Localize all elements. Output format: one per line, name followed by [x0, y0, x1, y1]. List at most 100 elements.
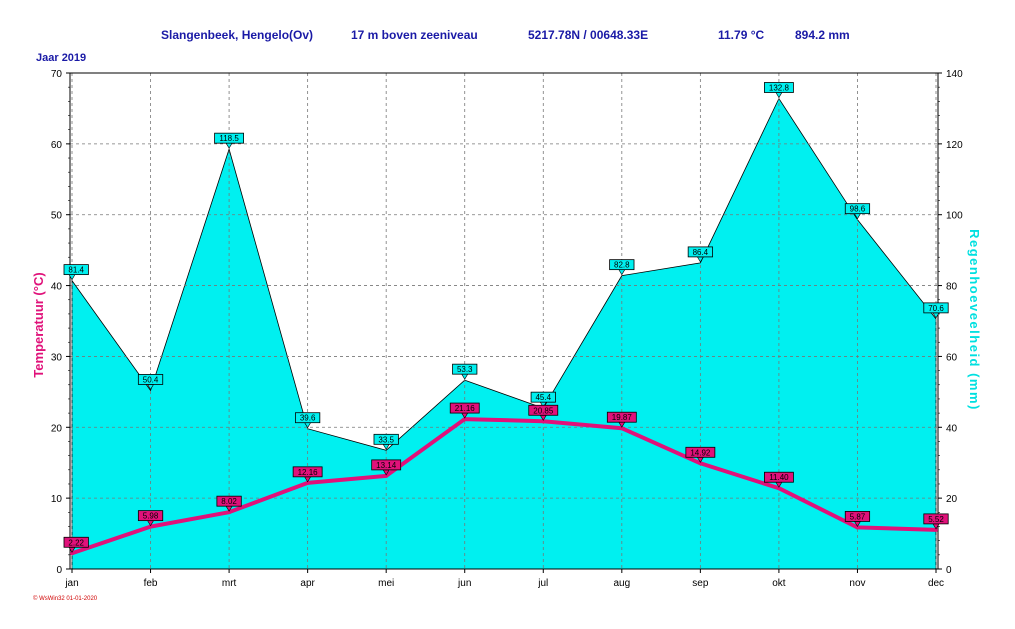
rainfall-value-label-text: 86.4 [693, 248, 709, 257]
temperature-value-label-box [685, 446, 716, 458]
temperature-value-label-text: 8.02 [221, 497, 237, 506]
footer-credit: © WsWin32 01-01-2020 [33, 596, 98, 602]
rainfall-value-label-box [530, 391, 556, 403]
y-axis-right-label: Regenhoeveelheid (mm) [967, 229, 982, 411]
temperature-value-label-box [216, 495, 242, 507]
average-temperature: 11.79 °C [718, 28, 765, 42]
y-tick-label-right: 60 [946, 352, 958, 363]
rainfall-value-label: 53.3 [452, 363, 478, 380]
y-tick-label-left: 50 [51, 211, 63, 222]
y-tick-label-left: 10 [51, 494, 63, 505]
temperature-value-label-box [137, 510, 164, 522]
rainfall-value-label-box [63, 264, 89, 276]
rainfall-value-label: 50.4 [137, 374, 164, 391]
x-tick-label: sep [692, 578, 709, 589]
rainfall-value-label-text: 98.6 [850, 205, 866, 214]
y-tick-label-right: 20 [946, 494, 958, 505]
x-tick-label: mrt [222, 578, 237, 589]
x-tick-label: jan [64, 578, 78, 589]
y-tick-label-left: 30 [51, 352, 63, 363]
rainfall-value-label-pointer [225, 142, 233, 149]
temperature-point [541, 419, 546, 424]
x-tick-label: mei [378, 578, 394, 589]
rainfall-value-label-text: 45.4 [535, 393, 551, 402]
chart-header: Slangenbeek, Hengelo(Ov) 17 m boven zeen… [0, 28, 1015, 44]
temperature-value-label-text: 5.98 [143, 512, 159, 521]
rainfall-value-label-text: 50.4 [143, 375, 159, 384]
temperature-value-label: 14.92 [685, 446, 716, 463]
temperature-value-label-box [764, 471, 794, 483]
rainfall-value-label: 86.4 [687, 246, 713, 263]
x-tick-label: aug [613, 578, 630, 589]
temperature-point [619, 426, 624, 431]
temperature-value-label: 5.98 [137, 510, 164, 527]
temperature-point [70, 551, 74, 556]
rainfall-value-label-pointer [775, 92, 783, 99]
rainfall-value-label-text: 118.5 [219, 134, 239, 143]
temperature-value-label: 11.40 [764, 471, 794, 488]
y-axis-left-label: Temperatuur (°C) [31, 272, 46, 377]
temperature-point [227, 510, 232, 515]
temperature-point [148, 524, 153, 529]
temperature-value-label-text: 19.87 [612, 413, 633, 422]
rainfall-value-label-box [137, 374, 164, 385]
rainfall-value-label-box [295, 412, 321, 424]
temperature-value-label-box [844, 511, 871, 522]
temperature-value-label-text: 5.87 [850, 512, 866, 521]
temperature-point [305, 480, 310, 485]
temperature-value-label-box [923, 513, 949, 525]
rainfall-value-label: 82.8 [609, 259, 635, 276]
total-rainfall: 894.2 mm [795, 28, 850, 42]
temperature-value-label: 20.85 [528, 404, 559, 421]
temperature-value-label-box [449, 402, 480, 414]
temperature-line [71, 417, 937, 556]
x-tick-label: nov [849, 578, 865, 589]
y-tick-label-right: 120 [946, 140, 963, 151]
temperature-value-label-text: 11.40 [769, 473, 789, 482]
x-tick-label: jul [537, 578, 548, 589]
rainfall-value-label: 45.4 [530, 391, 556, 408]
rainfall-value-label: 70.6 [923, 302, 949, 319]
rainfall-value-label-box [923, 302, 949, 314]
temperature-value-label-box [63, 536, 89, 548]
rainfall-value-label: 81.4 [63, 264, 89, 281]
rainfall-value-label: 98.6 [844, 203, 871, 220]
temperature-value-label-text: 21.16 [455, 404, 476, 413]
temperature-point [934, 527, 938, 532]
rainfall-value-label: 39.6 [295, 412, 321, 429]
rainfall-value-label-pointer [618, 269, 626, 276]
temperature-value-label-text: 5.52 [928, 515, 944, 524]
y-tick-label-left: 40 [51, 282, 63, 293]
rainfall-value-label-text: 33.5 [378, 435, 394, 444]
y-tick-label-left: 0 [56, 565, 62, 576]
temperature-value-label-text: 13.14 [376, 461, 397, 470]
temperature-point [698, 461, 703, 466]
temperature-value-label: 2.22 [63, 536, 89, 553]
y-tick-label-right: 80 [946, 282, 958, 293]
x-tick-label: feb [144, 578, 158, 589]
station-coordinates: 5217.78N / 00648.33E [528, 28, 649, 42]
rainfall-value-label-box [764, 82, 794, 93]
rainfall-value-label-box [687, 246, 713, 258]
temperature-point [855, 525, 860, 530]
temperature-value-label-text: 2.22 [68, 538, 84, 547]
rainfall-value-label-text: 81.4 [68, 266, 84, 275]
temperature-point [384, 473, 389, 478]
temperature-value-label-box [292, 466, 323, 478]
x-tick-label: jun [457, 578, 471, 589]
rainfall-value-label-text: 39.6 [300, 414, 316, 423]
temperature-point [776, 486, 781, 491]
rainfall-value-label-box [452, 363, 478, 375]
y-tick-label-left: 20 [51, 423, 63, 434]
x-tick-label: okt [772, 578, 786, 589]
rainfall-value-label: 33.5 [373, 433, 399, 450]
station-name: Slangenbeek, Hengelo(Ov) [161, 28, 314, 42]
rainfall-value-label-box [214, 132, 244, 144]
plot-frame [69, 72, 939, 570]
temperature-value-label-box [606, 411, 637, 423]
y-tick-label-right: 0 [946, 565, 952, 576]
temperature-value-label-text: 20.85 [533, 406, 554, 415]
temperature-value-label: 8.02 [216, 495, 242, 512]
temperature-value-label-box [528, 404, 559, 416]
